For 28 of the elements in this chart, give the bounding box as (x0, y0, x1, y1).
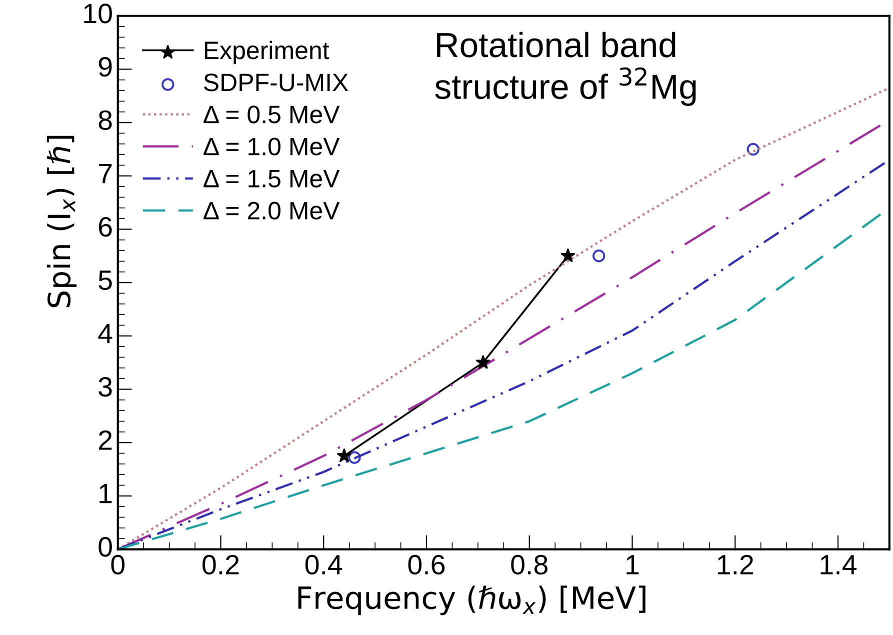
x-tick-label: 1.2 (718, 554, 754, 574)
y-tick-label: 7 (98, 164, 112, 184)
y-tick-label: 5 (98, 270, 112, 290)
y-tick-label: 4 (98, 324, 112, 344)
legend-label: Δ = 1.5 MeV (204, 170, 340, 188)
legend-label: SDPF-U-MIX (204, 74, 348, 92)
x-tick-label: 0 (111, 554, 125, 575)
y-tick-label: 1 (100, 484, 112, 504)
legend-label: Δ = 0.5 MeV (204, 106, 340, 124)
text: Rotational band structure of $^{32}$Mg (435, 32, 696, 106)
y-tick-label: 10 (84, 4, 112, 24)
x-tick-label: 0.8 (511, 554, 548, 575)
y-tick-label: 0 (98, 537, 112, 557)
y-axis-title: Spin (I$_{x}$) [ℏ] (46, 136, 76, 308)
x-tick-label: 1.4 (820, 555, 856, 574)
y-tick-label: 9 (98, 57, 112, 77)
legend-label: Δ = 1.0 MeV (204, 138, 340, 156)
x-tick-label: 0.6 (408, 554, 445, 575)
y-tick-label: 8 (98, 110, 112, 130)
legend-label: Δ = 2.0 MeV (204, 202, 340, 220)
y-tick-label: 3 (98, 377, 112, 397)
y-tick-label: 6 (98, 217, 112, 237)
x-tick-label: 0.2 (202, 554, 239, 575)
legend-label: Experiment (204, 40, 330, 64)
x-tick-label: 0.4 (305, 554, 342, 575)
x-axis-title: Frequency (ℏω$_{x}$) [MeV] (298, 586, 646, 616)
y-tick-label: 2 (98, 430, 112, 450)
x-tick-label: 1 (626, 555, 639, 574)
